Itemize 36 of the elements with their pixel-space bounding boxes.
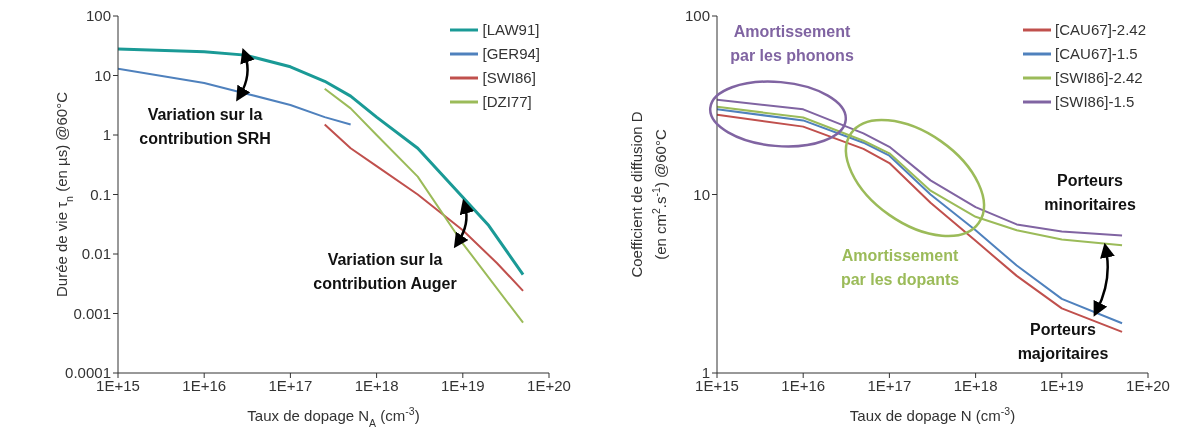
legend-label: [SWI86]-1.5	[1055, 92, 1135, 112]
x-tick-label: 1E+19	[440, 376, 485, 394]
y-tick-label: 10	[94, 66, 111, 84]
x-tick-label: 1E+18	[953, 376, 998, 394]
legend-label: [LAW91]	[482, 20, 540, 40]
y-tick-label: 10	[693, 185, 710, 203]
legend-label: [DZI77]	[482, 92, 532, 112]
x-tick-label: 1E+18	[354, 376, 399, 394]
y-tick-label: 100	[684, 7, 710, 25]
annotation: Variation sur la contribution SRH	[139, 105, 271, 149]
y-tick-label: 0.001	[73, 304, 111, 322]
annotation: Amortissement par les phonons	[730, 22, 854, 66]
legend-label: [CAU67]-1.5	[1055, 44, 1138, 64]
x-tick-label: 1E+16	[781, 376, 826, 394]
y-tick-label: 0.1	[90, 185, 111, 203]
legend-label: [SWI86]-2.42	[1055, 68, 1143, 88]
x-tick-label: 1E+19	[1039, 376, 1084, 394]
annotation: Amortissement par les dopants	[840, 246, 960, 290]
y-tick-label: 1	[701, 364, 710, 382]
annotation: Variation sur la contribution Auger	[313, 250, 457, 294]
y-tick-label: 100	[85, 7, 111, 25]
y-tick-label: 0.0001	[65, 364, 111, 382]
legend-label: [CAU67]-2.42	[1055, 20, 1146, 40]
annotation: Porteurs majoritaires	[1017, 320, 1109, 364]
x-tick-label: 1E+20	[1126, 376, 1170, 394]
x-axis-title: Taux de dopage N (cm$^{-3}$)	[849, 405, 1016, 424]
y-tick-label: 1	[102, 126, 111, 144]
x-axis-title: Taux de dopage N$_{A}$ (cm$^{-3}$)	[247, 405, 420, 429]
x-tick-label: 1E+20	[527, 376, 571, 394]
x-tick-label: 1E+17	[867, 376, 912, 394]
x-tick-label: 1E+17	[268, 376, 313, 394]
legend-label: [GER94]	[482, 44, 540, 64]
legend-label: [SWI86]	[482, 68, 536, 88]
y-tick-label: 0.01	[81, 245, 111, 263]
x-tick-label: 1E+16	[182, 376, 227, 394]
annotation: Porteurs minoritaires	[1044, 171, 1136, 215]
